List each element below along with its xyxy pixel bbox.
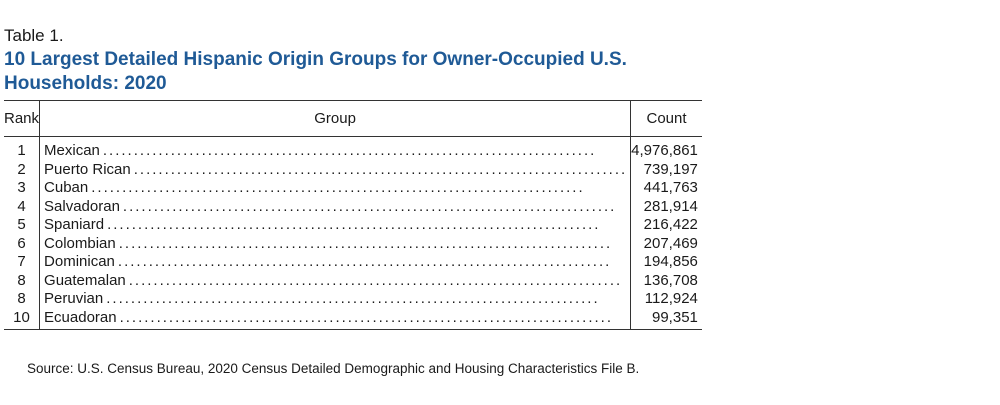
group-cell: Cuban...................................… — [39, 179, 632, 198]
table-header: Rank Group Count — [4, 100, 702, 137]
group-name: Mexican — [44, 142, 100, 159]
group-cell: Colombian...............................… — [39, 234, 632, 253]
dot-leader: ........................................… — [91, 179, 585, 196]
table-row: 10 Ecuadoran.............................… — [4, 308, 702, 330]
header-row: Rank Group Count — [4, 100, 702, 137]
table-container: Table 1. 10 Largest Detailed Hispanic Or… — [4, 26, 702, 330]
group-name: Puerto Rican — [44, 160, 131, 178]
dot-leader: ........................................… — [128, 271, 623, 289]
group-name: Peruvian — [44, 290, 104, 307]
count-cell: 281,914 — [643, 197, 698, 215]
table-row: 4 Salvadoran.............................… — [4, 197, 702, 216]
group-name: Dominican — [44, 253, 115, 270]
count-cell: 136,708 — [643, 271, 698, 289]
count-cell: 4,976,861 — [631, 142, 698, 159]
table-row: 2 Puerto Rican...........................… — [4, 160, 702, 179]
group-cell: Ecuadoran...............................… — [39, 308, 632, 330]
rank-cell: 4 — [4, 197, 41, 216]
table-row: 7 Dominican..............................… — [4, 253, 702, 272]
rank-cell: 10 — [4, 308, 41, 330]
dot-leader: ........................................… — [107, 216, 601, 233]
count-cell: 194,856 — [643, 253, 698, 270]
dot-leader: ........................................… — [122, 197, 617, 215]
group-cell: Spaniard................................… — [39, 216, 632, 235]
group-cell: Dominican...............................… — [39, 253, 632, 272]
rank-cell: 6 — [4, 234, 41, 253]
rank-cell: 8 — [4, 290, 41, 309]
group-name: Salvadoran — [44, 197, 120, 215]
group-cell: Guatemalan..............................… — [39, 271, 632, 290]
source-note: Source: U.S. Census Bureau, 2020 Census … — [27, 360, 640, 376]
dot-leader: ........................................… — [102, 142, 597, 159]
count-cell: 739,197 — [643, 160, 698, 178]
group-name: Ecuadoran — [44, 308, 117, 326]
count-cell: 441,763 — [643, 179, 698, 196]
table-title: 10 Largest Detailed Hispanic Origin Grou… — [4, 49, 627, 94]
table-row: 6 Colombian..............................… — [4, 234, 702, 253]
group-cell: Salvadoran..............................… — [39, 197, 632, 216]
group-cell: Peruvian................................… — [39, 290, 632, 309]
group-name: Cuban — [44, 179, 89, 196]
group-cell: Puerto Rican............................… — [39, 160, 632, 179]
dot-leader: ........................................… — [106, 290, 600, 307]
dot-leader: ........................................… — [118, 234, 613, 252]
count-cell: 216,422 — [643, 216, 698, 233]
column-header-count: Count — [646, 110, 687, 127]
table-row: 8 Peruvian...............................… — [4, 290, 702, 309]
table-body: 1 Mexican................................… — [4, 136, 702, 330]
table-row: 1 Mexican................................… — [4, 136, 702, 161]
rank-cell: 8 — [4, 271, 41, 290]
group-name: Colombian — [44, 234, 116, 252]
count-cell: 99,351 — [652, 308, 698, 326]
rank-cell: 2 — [4, 160, 41, 179]
table-row: 5 Spaniard...............................… — [4, 216, 702, 235]
rank-cell: 5 — [4, 216, 41, 235]
count-cell: 112,924 — [644, 290, 698, 307]
dot-leader: ........................................… — [133, 160, 628, 178]
table-label: Table 1. — [4, 26, 64, 45]
rank-cell: 3 — [4, 179, 41, 198]
data-table: Rank Group Count 1 Mexican...............… — [4, 100, 702, 330]
group-name: Spaniard — [44, 216, 105, 233]
dot-leader: ........................................… — [119, 308, 613, 326]
column-header-group: Group — [39, 100, 632, 137]
count-cell: 207,469 — [643, 234, 698, 252]
dot-leader: ........................................… — [117, 253, 612, 270]
rank-cell: 7 — [4, 253, 41, 272]
table-row: 8 Guatemalan.............................… — [4, 271, 702, 290]
group-cell: Mexican.................................… — [39, 136, 632, 161]
table-row: 3 Cuban..................................… — [4, 179, 702, 198]
group-name: Guatemalan — [44, 271, 126, 289]
column-header-rank: Rank — [4, 100, 41, 137]
rank-cell: 1 — [4, 136, 41, 161]
